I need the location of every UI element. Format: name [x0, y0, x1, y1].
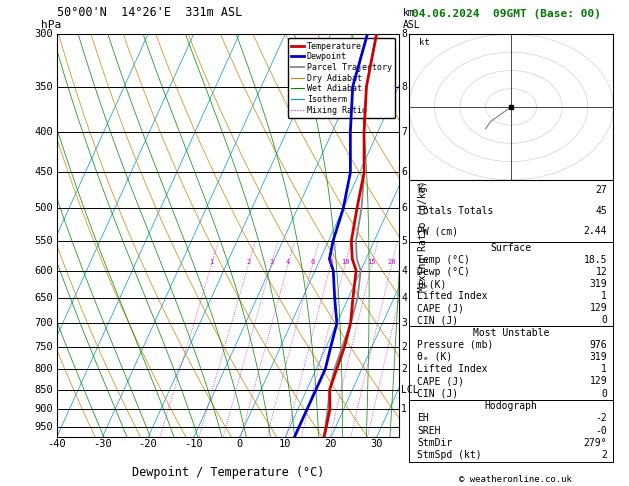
Text: θₑ(K): θₑ(K) — [417, 279, 447, 289]
Text: 650: 650 — [35, 293, 53, 303]
Text: 8: 8 — [401, 82, 407, 92]
Text: Mixing Ratio (g/kg): Mixing Ratio (g/kg) — [418, 180, 428, 292]
Text: 2.44: 2.44 — [584, 226, 607, 237]
Text: 129: 129 — [589, 303, 607, 313]
Text: 8: 8 — [401, 29, 407, 39]
Text: 45: 45 — [596, 206, 607, 216]
Text: 129: 129 — [589, 376, 607, 386]
Bar — [409, 180, 613, 242]
Text: 400: 400 — [35, 127, 53, 137]
Text: 600: 600 — [35, 266, 53, 276]
Text: 0: 0 — [601, 315, 607, 325]
Text: CAPE (J): CAPE (J) — [417, 303, 464, 313]
Text: CIN (J): CIN (J) — [417, 315, 458, 325]
Text: 319: 319 — [589, 352, 607, 362]
Text: 2: 2 — [401, 342, 407, 352]
Text: -10: -10 — [184, 439, 203, 449]
Text: 3: 3 — [401, 318, 407, 328]
Text: km
ASL: km ASL — [403, 8, 420, 30]
Text: 0: 0 — [601, 389, 607, 399]
Text: 550: 550 — [35, 236, 53, 246]
Text: 3: 3 — [269, 259, 274, 265]
Text: -20: -20 — [138, 439, 157, 449]
Text: LCL: LCL — [401, 384, 419, 395]
Text: Pressure (mb): Pressure (mb) — [417, 340, 493, 350]
Text: 1: 1 — [401, 404, 407, 414]
Text: θₑ (K): θₑ (K) — [417, 352, 452, 362]
Text: 4: 4 — [286, 259, 290, 265]
Text: Hodograph: Hodograph — [484, 401, 538, 411]
Text: 04.06.2024  09GMT (Base: 00): 04.06.2024 09GMT (Base: 00) — [412, 9, 601, 19]
Text: Dewp (°C): Dewp (°C) — [417, 267, 470, 277]
Text: 2: 2 — [246, 259, 250, 265]
Text: Dewpoint / Temperature (°C): Dewpoint / Temperature (°C) — [132, 466, 324, 479]
Text: kt: kt — [419, 38, 430, 47]
Text: 18.5: 18.5 — [584, 255, 607, 265]
Text: 300: 300 — [35, 29, 53, 39]
Text: 750: 750 — [35, 342, 53, 352]
Text: 2: 2 — [401, 364, 407, 374]
Text: Surface: Surface — [491, 243, 532, 253]
Text: hPa: hPa — [41, 20, 62, 30]
Text: EH: EH — [417, 413, 429, 423]
Text: -2: -2 — [596, 413, 607, 423]
Text: -40: -40 — [47, 439, 66, 449]
Legend: Temperature, Dewpoint, Parcel Trajectory, Dry Adiabat, Wet Adiabat, Isotherm, Mi: Temperature, Dewpoint, Parcel Trajectory… — [287, 38, 395, 118]
Text: PW (cm): PW (cm) — [417, 226, 458, 237]
Text: CAPE (J): CAPE (J) — [417, 376, 464, 386]
Text: Totals Totals: Totals Totals — [417, 206, 493, 216]
Text: StmDir: StmDir — [417, 438, 452, 448]
Text: 7: 7 — [401, 127, 407, 137]
Text: 10: 10 — [341, 259, 349, 265]
Text: 8: 8 — [328, 259, 333, 265]
Text: 950: 950 — [35, 422, 53, 433]
Text: Lifted Index: Lifted Index — [417, 291, 487, 301]
Text: 50°00'N  14°26'E  331m ASL: 50°00'N 14°26'E 331m ASL — [57, 6, 242, 19]
Text: 700: 700 — [35, 318, 53, 328]
Text: 15: 15 — [367, 259, 376, 265]
Text: -0: -0 — [596, 426, 607, 435]
Text: Most Unstable: Most Unstable — [473, 328, 549, 337]
Text: 1: 1 — [209, 259, 213, 265]
Text: 1: 1 — [601, 291, 607, 301]
Text: 4: 4 — [401, 266, 407, 276]
Text: K: K — [417, 185, 423, 195]
Text: CIN (J): CIN (J) — [417, 389, 458, 399]
Bar — [409, 327, 613, 399]
Text: 10: 10 — [279, 439, 291, 449]
Text: 4: 4 — [401, 293, 407, 303]
Bar — [409, 399, 613, 462]
Text: 2: 2 — [601, 451, 607, 461]
Text: 850: 850 — [35, 384, 53, 395]
Text: 900: 900 — [35, 404, 53, 414]
Text: Lifted Index: Lifted Index — [417, 364, 487, 374]
Text: 27: 27 — [596, 185, 607, 195]
Text: 800: 800 — [35, 364, 53, 374]
Text: 500: 500 — [35, 203, 53, 213]
Text: 450: 450 — [35, 167, 53, 177]
Text: 30: 30 — [370, 439, 383, 449]
Text: 976: 976 — [589, 340, 607, 350]
Bar — [409, 242, 613, 327]
Text: 319: 319 — [589, 279, 607, 289]
Text: StmSpd (kt): StmSpd (kt) — [417, 451, 482, 461]
Text: Temp (°C): Temp (°C) — [417, 255, 470, 265]
Text: 12: 12 — [596, 267, 607, 277]
Text: 6: 6 — [311, 259, 314, 265]
Text: 279°: 279° — [584, 438, 607, 448]
Text: SREH: SREH — [417, 426, 440, 435]
Text: 6: 6 — [401, 167, 407, 177]
Text: 5: 5 — [401, 236, 407, 246]
Text: 350: 350 — [35, 82, 53, 92]
Text: -30: -30 — [93, 439, 112, 449]
Text: 0: 0 — [237, 439, 243, 449]
Text: 1: 1 — [601, 364, 607, 374]
Text: 6: 6 — [401, 203, 407, 213]
Text: 20: 20 — [325, 439, 337, 449]
Text: 20: 20 — [387, 259, 396, 265]
Text: © weatheronline.co.uk: © weatheronline.co.uk — [459, 474, 572, 484]
